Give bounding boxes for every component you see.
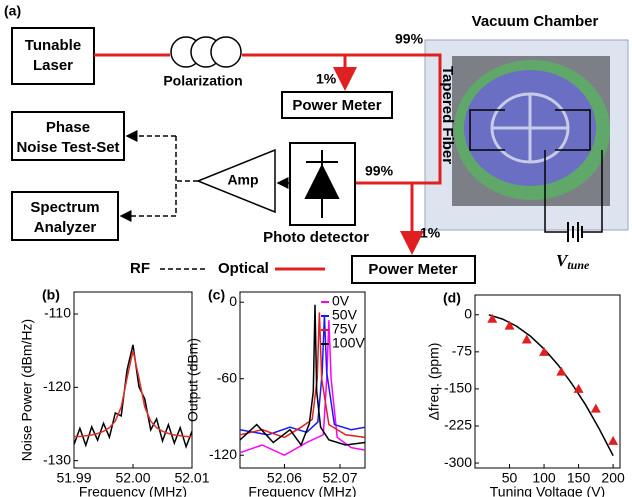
split-label: 99% <box>395 31 424 47</box>
split-label: 1% <box>420 225 441 241</box>
phase-noise-box <box>11 111 125 161</box>
legend-label: 75V <box>332 321 358 337</box>
x-axis-label: Frequency (MHz) <box>79 484 187 497</box>
x-tick-label: 150 <box>567 470 591 486</box>
data-point <box>539 346 550 356</box>
panel-label: (b) <box>42 287 60 303</box>
spectrum-box <box>11 191 119 241</box>
phase-noise-label: Phase Noise Test-Set <box>16 119 119 156</box>
legend-label: 50V <box>332 307 358 323</box>
y-tick-label: -60 <box>217 369 237 385</box>
split-label: 99% <box>365 163 394 179</box>
x-tick-label: 52.07 <box>322 470 357 486</box>
y-axis-label: Noise Power (dBm/Hz) <box>19 319 35 461</box>
data-line <box>239 312 366 439</box>
data-line <box>74 350 192 438</box>
wire <box>469 109 591 151</box>
chamber-label: Vacuum Chamber <box>472 13 599 30</box>
y-tick-label: 0 <box>229 293 237 309</box>
fiber-path <box>94 53 442 183</box>
fiber-label: Tapered Fiber <box>439 66 456 164</box>
data-point <box>590 403 601 413</box>
y-tick-label: -130 <box>43 451 71 467</box>
legend-rf: RF <box>130 260 150 277</box>
y-tick-label: -75 <box>452 343 472 359</box>
data-line <box>73 344 193 449</box>
plot-frame <box>239 291 366 469</box>
data-line <box>488 314 614 456</box>
wire <box>544 150 603 233</box>
y-tick-label: -110 <box>44 305 71 321</box>
power-meter-label: Power Meter <box>368 261 457 278</box>
y-axis-label: Output (dBm) <box>185 338 201 422</box>
x-tick-label: 52.01 <box>174 470 209 486</box>
x-tick-label: 52.00 <box>115 470 150 486</box>
panel-label: (d) <box>443 290 461 306</box>
data-line <box>239 320 366 457</box>
x-axis-label: Tuning Voltage (V) <box>490 484 605 497</box>
y-tick-label: -120 <box>209 446 237 462</box>
x-tick-label: 50 <box>502 470 518 486</box>
split-label: 1% <box>316 71 337 87</box>
data-point <box>556 366 567 376</box>
x-tick-label: 51.99 <box>56 470 91 486</box>
y-tick-label: -300 <box>444 454 472 470</box>
polarization-controller <box>170 36 242 68</box>
legend-optical: Optical <box>218 260 269 277</box>
y-tick-label: -120 <box>43 378 71 394</box>
x-tick-label: 100 <box>532 470 556 486</box>
amp-label: Amp <box>227 172 258 188</box>
data-point <box>487 313 498 323</box>
polarization-label: Polarization <box>163 73 242 89</box>
detector-label: Photo detector <box>263 229 369 246</box>
power-meter-box <box>281 91 393 119</box>
x-tick-label: 200 <box>601 470 625 486</box>
laser-label: Tunable Laser <box>25 37 81 74</box>
rf-path <box>119 130 290 222</box>
x-axis-label: Frequency (MHz) <box>248 484 356 497</box>
data-point <box>521 334 532 344</box>
y-tick-label: -150 <box>444 380 472 396</box>
y-tick-label: -225 <box>444 417 472 433</box>
data-point <box>504 320 515 330</box>
y-tick-label: 0 <box>464 305 472 321</box>
power-meter-box <box>351 255 476 284</box>
panel-label: (a) <box>4 3 21 19</box>
data-point <box>573 383 584 393</box>
spectrum-label: Spectrum Analyzer <box>30 199 99 236</box>
power-meter-label: Power Meter <box>292 97 381 114</box>
data-point <box>608 435 619 445</box>
legend-label: 0V <box>332 293 350 309</box>
voltage-label: Vtune <box>556 251 590 272</box>
y-axis-label: Δfreq. (ppm) <box>426 343 442 421</box>
device-electrode <box>492 94 568 162</box>
amp <box>195 148 276 214</box>
x-tick-label: 52.06 <box>267 470 302 486</box>
data-line <box>239 304 366 447</box>
panel-label: (c) <box>208 287 225 303</box>
battery <box>567 222 583 242</box>
diode <box>304 150 340 218</box>
plot-frame <box>474 294 621 469</box>
legend-label: 100V <box>332 335 365 351</box>
